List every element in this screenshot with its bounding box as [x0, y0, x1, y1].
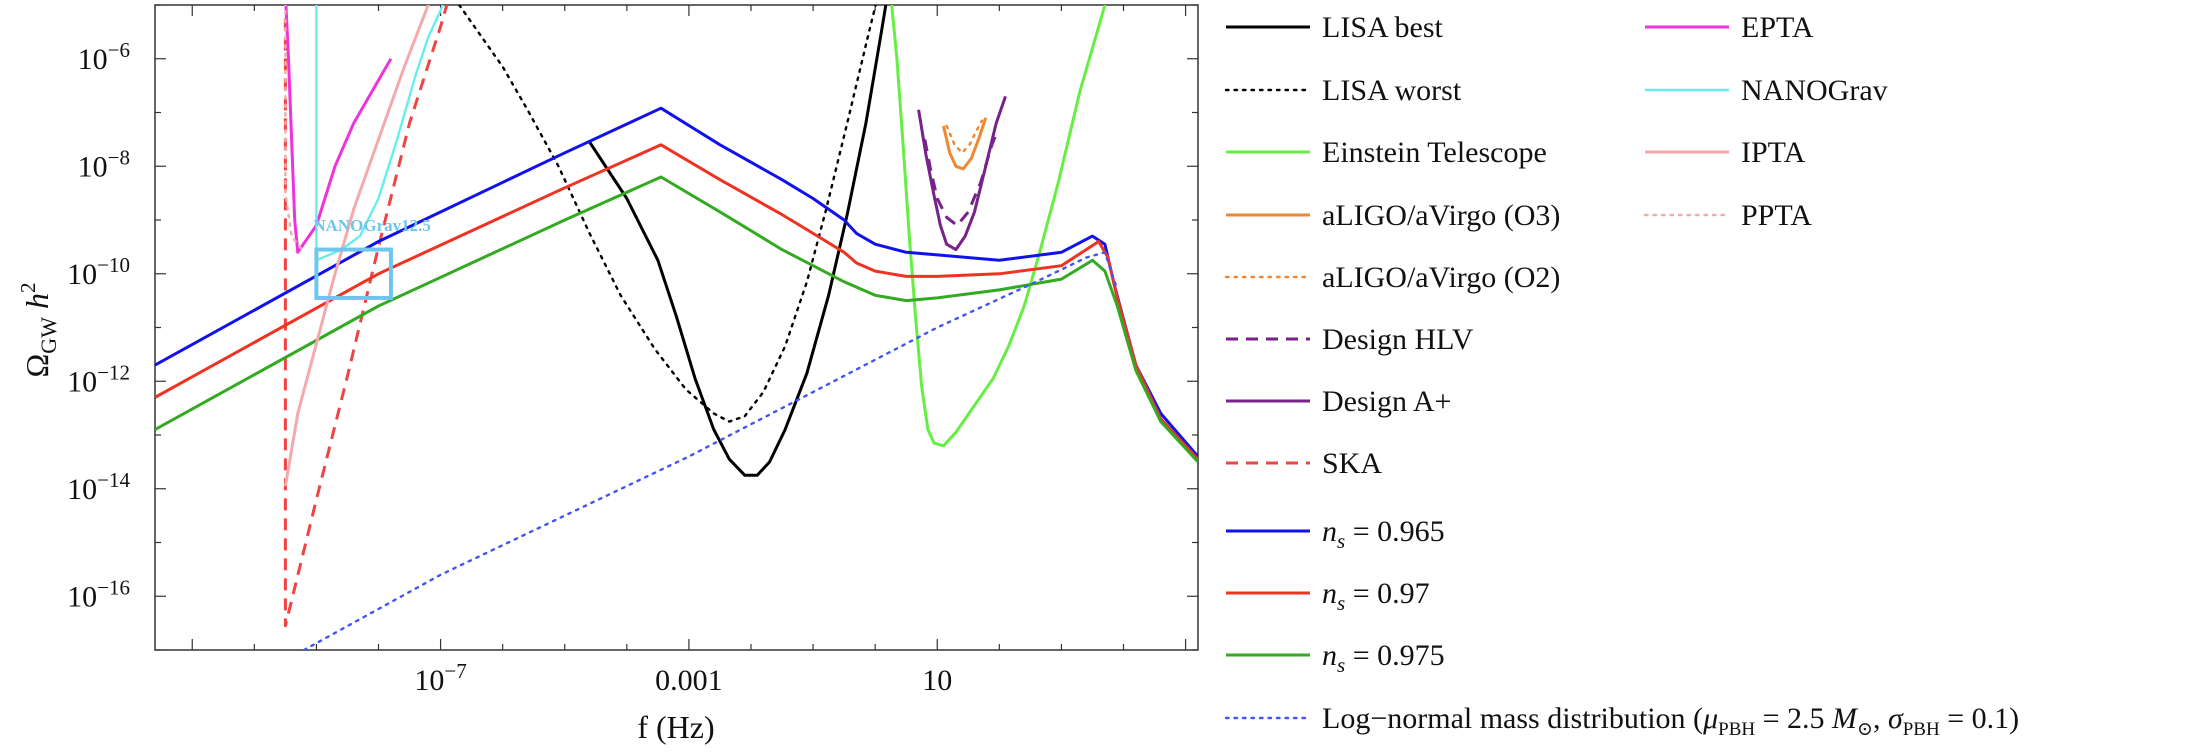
- series-ppta: [284, 5, 306, 254]
- series-epta: [284, 5, 393, 254]
- x-tick-label: 0.001: [655, 664, 723, 697]
- nanograv-12-5-annotation: NANOGrav12.5: [313, 216, 431, 235]
- legend-label-ns0975: ns = 0.975: [1322, 639, 1445, 677]
- axis-ticks: [155, 4, 1198, 651]
- series-lognormal: [302, 251, 1119, 650]
- series-et: [890, 5, 1107, 448]
- y-tick-label: 10−8: [78, 145, 130, 183]
- y-tick-label: 10−10: [67, 253, 130, 291]
- legend-label-lisa_best: LISA best: [1322, 11, 1444, 44]
- series-lisa_best: [588, 5, 888, 477]
- legend-label-hlv: Design HLV: [1322, 323, 1474, 356]
- x-tick-label: 10: [922, 664, 952, 697]
- legend-label-aplus: Design A+: [1322, 385, 1451, 418]
- y-tick-label: 10−14: [67, 468, 130, 506]
- overlay-layer: NANOGrav12.5: [313, 216, 431, 300]
- legend-label-ppta: PPTA: [1741, 199, 1812, 232]
- legend-label-et: Einstein Telescope: [1322, 136, 1547, 169]
- legend-label-ns097: ns = 0.97: [1322, 577, 1430, 615]
- series-nanograv: [315, 5, 444, 262]
- series-ska: [283, 5, 449, 628]
- series-aplus: [917, 95, 1007, 252]
- legend-label-o2: aLIGO/aVirgo (O2): [1322, 261, 1560, 294]
- series-lisa_worst: [458, 5, 877, 423]
- legend-label-ns0965: ns = 0.965: [1322, 515, 1445, 553]
- plot-frame: [154, 4, 1199, 651]
- legend-label-ska: SKA: [1322, 447, 1382, 480]
- series-layer: [155, 5, 1198, 650]
- tick-labels: 10−7 0.001 10 10−6 10−8 10−10 10−12 10−14 10−16: [67, 38, 952, 697]
- legend-label-epta: EPTA: [1741, 11, 1814, 44]
- legend: LISA best LISA worst Einstein Telescope aLI…: [1224, 11, 2019, 740]
- x-axis-label: f (Hz): [637, 709, 714, 745]
- y-axis-label: ΩGW h2: [16, 283, 61, 378]
- legend-label-lognormal: Log−normal mass distribution (μPBH = 2.5…: [1322, 702, 2019, 740]
- x-tick-label: 10−7: [414, 659, 466, 697]
- legend-label-nanograv: NANOGrav: [1741, 74, 1888, 107]
- legend-label-o3: aLIGO/aVirgo (O3): [1322, 199, 1560, 232]
- series-ns0975: [155, 175, 1198, 463]
- y-tick-label: 10−6: [78, 38, 130, 76]
- nanograv-12-5-box: [314, 247, 393, 300]
- series-o2: [945, 119, 984, 154]
- y-tick-label: 10−16: [67, 575, 130, 613]
- legend-label-ipta: IPTA: [1741, 136, 1806, 169]
- series-ns097: [155, 143, 1198, 461]
- series-o3: [942, 117, 988, 171]
- legend-label-lisa_worst: LISA worst: [1322, 74, 1462, 107]
- series-ipta: [283, 5, 430, 487]
- series-hlv: [923, 133, 998, 227]
- y-tick-label: 10−12: [67, 360, 130, 398]
